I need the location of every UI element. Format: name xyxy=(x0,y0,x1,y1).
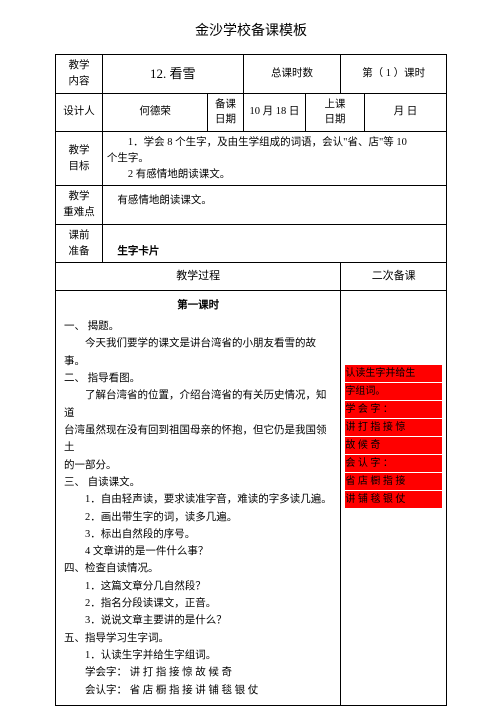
secondary-notes: 认读生字并给生 字组词。 学 会 字 ： 讲 打 指 接 惊 故 候 奇 会 认… xyxy=(341,290,447,705)
objectives-label: 教学 目标 xyxy=(56,132,103,186)
class-date-label: 上课 日期 xyxy=(306,93,365,132)
prep-label: 课前 准备 xyxy=(56,224,103,263)
designer-name: 何德荣 xyxy=(102,93,208,132)
page-title: 金沙学校备课模板 xyxy=(55,20,447,40)
content-label: 教学 内容 xyxy=(56,55,103,94)
total-periods-label: 总课时数 xyxy=(243,55,341,94)
keypoints-text: 有感情地朗读课文。 xyxy=(102,186,446,225)
process-header: 教学过程 xyxy=(56,263,341,291)
prep-text: 生字卡片 xyxy=(102,224,446,263)
notes-header: 二次备课 xyxy=(341,263,447,291)
lesson-plan-table: 教学 内容 12. 看雪 总课时数 第（ 1 ）课时 设计人 何德荣 备课 日期… xyxy=(55,54,447,706)
lesson-title: 12. 看雪 xyxy=(102,55,243,94)
objectives-text: 1．学会 8 个生字，及由生学组成的词语，会认"省、店"等 10 个生字。 2 … xyxy=(102,132,446,186)
prep-date-label: 备课 日期 xyxy=(208,93,243,132)
designer-label: 设计人 xyxy=(56,93,103,132)
period-number: 第（ 1 ）课时 xyxy=(341,55,447,94)
prep-date: 10 月 18 日 xyxy=(243,93,306,132)
class-date: 月 日 xyxy=(364,93,446,132)
keypoints-label: 教学 重难点 xyxy=(56,186,103,225)
teaching-process: 第一课时 一、 揭题。 今天我们要学的课文是讲台湾省的小朋友看雪的故事。 二、 … xyxy=(56,290,341,705)
